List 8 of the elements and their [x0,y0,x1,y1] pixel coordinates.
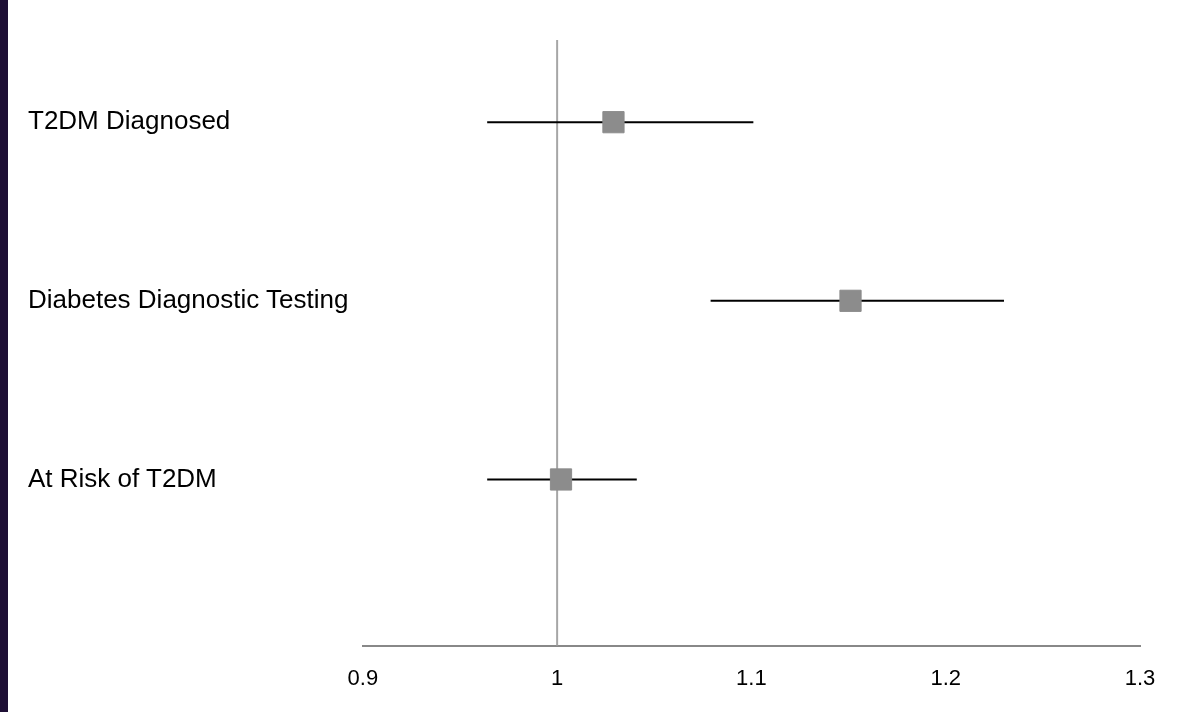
x-tick-label: 1.3 [1124,664,1156,690]
y-tick-label: Diabetes Diagnostic Testing [28,283,349,314]
y-tick-label: At Risk of T2DM [28,462,217,493]
x-tick-label: 1.1 [736,664,767,690]
y-tick-label: T2DM Diagnosed [28,105,231,136]
x-tick-label: 1 [551,664,564,690]
x-tick-label: 0.9 [347,664,379,690]
x-tick-label: 1.2 [930,664,962,690]
